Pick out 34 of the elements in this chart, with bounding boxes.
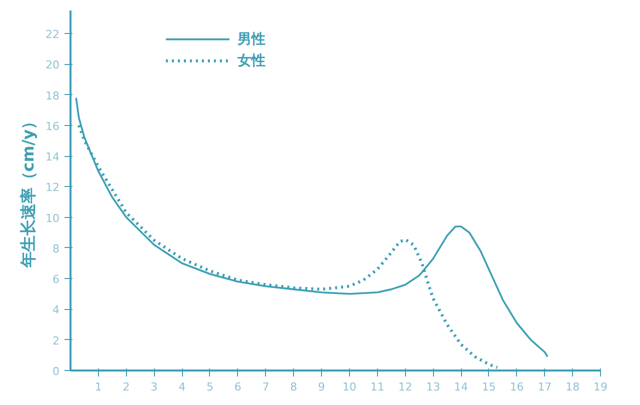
- y-tick-label: 18: [46, 89, 60, 102]
- x-tick-label: 7: [262, 380, 270, 394]
- x-tick-label: 14: [454, 380, 468, 394]
- x-tick-label: 11: [370, 380, 384, 394]
- y-tick-label: 2: [52, 334, 60, 348]
- x-tick-label: 16: [510, 380, 524, 394]
- y-tick-label: 12: [46, 181, 60, 194]
- y-tick-label: 14: [46, 150, 60, 164]
- x-tick-label: 13: [426, 380, 440, 394]
- y-tick-label: 20: [46, 58, 60, 72]
- y-tick-label: 4: [52, 304, 60, 317]
- y-tick-label: 22: [46, 28, 60, 41]
- y-tick-label: 0: [52, 365, 60, 378]
- x-tick-label: 3: [150, 380, 158, 394]
- x-tick-label: 15: [482, 380, 496, 394]
- y-tick-label: 10: [46, 212, 60, 225]
- x-tick-label: 10: [342, 380, 356, 394]
- x-tick-label: 4: [178, 380, 186, 394]
- x-tick-label: 6: [234, 380, 242, 394]
- x-tick-label: 19: [594, 380, 608, 394]
- x-tick-label: 1: [94, 380, 102, 394]
- x-tick-label: 17: [538, 380, 552, 394]
- x-tick-label: 9: [318, 380, 326, 394]
- x-tick-label: 8: [290, 380, 298, 394]
- x-tick-label: 18: [566, 380, 580, 394]
- y-tick-label: 16: [46, 120, 60, 133]
- y-axis-title: 年生长速率（cm/y）: [18, 113, 38, 269]
- legend-label: 男性: [236, 31, 266, 48]
- x-tick-label: 5: [206, 380, 214, 394]
- y-tick-label: 6: [52, 273, 60, 286]
- y-tick-label: 8: [52, 242, 60, 256]
- x-tick-label: 2: [122, 380, 130, 394]
- legend-label: 女性: [236, 52, 266, 69]
- x-tick-label: 12: [398, 380, 412, 394]
